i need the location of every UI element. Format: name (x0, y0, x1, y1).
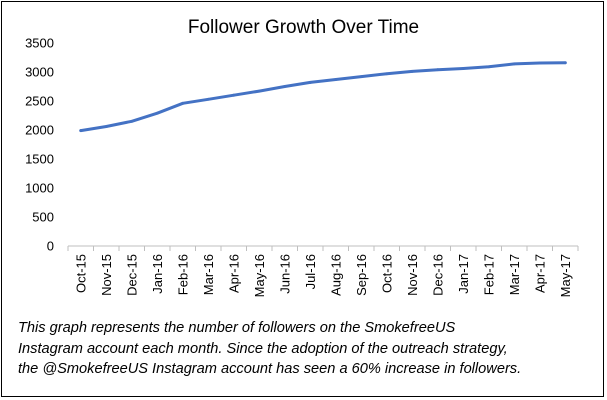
x-tick-label: Nov-15 (99, 254, 114, 296)
series-layer (79, 61, 567, 133)
data-point (334, 78, 338, 81)
data-point (512, 62, 516, 66)
data-point (385, 72, 389, 76)
x-tick-label: Jan-16 (150, 254, 165, 294)
data-point (206, 97, 210, 101)
data-point (563, 61, 567, 65)
data-point (130, 119, 134, 123)
data-point (410, 70, 414, 73)
x-axis: Oct-15 Nov-15 Dec-15 Jan-16 Feb-16 Mar-16 Apr-… (67, 245, 579, 297)
data-point (283, 85, 287, 88)
y-axis: 0 500 1000 1500 2000 2500 3000 3500 (25, 36, 54, 254)
y-tick-label: 1000 (25, 181, 54, 196)
y-tick-label: 3500 (25, 36, 54, 51)
x-tick-label: Feb-16 (175, 254, 190, 295)
chart-title: Follower Growth Over Time (187, 17, 420, 38)
caption-line-2: Instagram account each month. Since the … (18, 340, 508, 357)
x-tick-label: May-16 (252, 254, 267, 297)
x-tick-label: Jul-16 (303, 254, 318, 289)
data-point (232, 93, 236, 97)
x-tick-label: Feb-17 (481, 254, 496, 295)
data-point (79, 129, 83, 132)
data-point (461, 67, 465, 70)
x-tick-label: May-17 (558, 254, 573, 297)
data-point (487, 65, 491, 69)
y-tick-label: 2000 (25, 123, 54, 138)
x-tick-label: Dec-16 (430, 254, 445, 296)
data-point (359, 75, 363, 79)
x-tick-label: Oct-15 (73, 254, 88, 293)
x-tick-label: Mar-16 (201, 254, 216, 295)
x-tick-label: Nov-16 (405, 254, 420, 296)
x-tick-label: Oct-16 (379, 254, 394, 293)
x-tick-label: Mar-17 (507, 254, 522, 295)
data-point (155, 111, 159, 115)
x-tick-label: Apr-16 (226, 254, 241, 293)
x-tick-label: Jan-17 (456, 254, 471, 294)
chart-caption: This graph represents the number of foll… (18, 318, 598, 380)
data-point (538, 61, 542, 65)
data-point (104, 125, 108, 128)
data-point (181, 101, 185, 105)
y-tick-label: 2500 (25, 94, 54, 109)
x-tick-label: Aug-16 (328, 254, 343, 296)
data-point (308, 81, 312, 84)
x-tick-label: Apr-17 (532, 254, 547, 293)
caption-line-3: the @SmokefreeUS Instagram account has s… (18, 361, 522, 377)
series-line (79, 61, 567, 133)
y-tick-label: 3000 (25, 65, 54, 80)
data-point (436, 68, 440, 72)
y-tick-label: 0 (47, 239, 54, 254)
x-tick-label: Dec-15 (124, 254, 139, 296)
x-tick-label: Sep-16 (354, 254, 369, 296)
y-tick-label: 500 (32, 210, 54, 225)
x-tick-label: Jun-16 (277, 254, 292, 294)
caption-line-1: This graph represents the number of foll… (18, 320, 456, 336)
data-point (257, 89, 261, 93)
y-tick-label: 1500 (25, 152, 54, 167)
